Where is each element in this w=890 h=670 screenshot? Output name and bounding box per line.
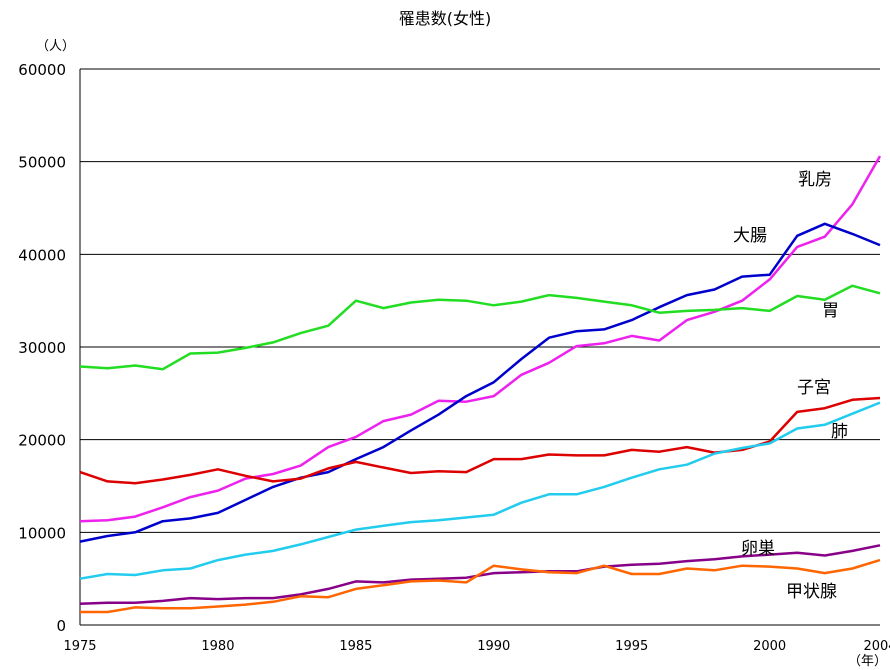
x-tick-labels: 1975 1980 1985 1990 1995 2000 2004	[63, 639, 890, 654]
series-line-4	[79, 401, 881, 580]
y-tick-50000: 50000	[18, 154, 66, 172]
x-unit-label: （年）	[848, 654, 887, 669]
series-line-2	[79, 284, 881, 371]
axes	[79, 69, 880, 626]
series-label-colon: 大腸	[733, 226, 767, 246]
x-tick-1990: 1990	[477, 639, 510, 654]
series-line-1	[79, 222, 881, 543]
x-tick-1985: 1985	[339, 639, 372, 654]
x-tick-2004: 2004	[863, 639, 890, 654]
x-tick-1975: 1975	[63, 639, 96, 654]
series-label-breast: 乳房	[798, 170, 832, 190]
y-tick-0: 0	[56, 617, 66, 635]
chart-title: 罹患数(女性)	[399, 9, 492, 28]
y-tick-60000: 60000	[18, 61, 66, 79]
x-tick-2000: 2000	[753, 639, 786, 654]
series-label-thyroid: 甲状腺	[786, 582, 837, 602]
x-tick-1980: 1980	[201, 639, 234, 654]
y-tick-40000: 40000	[18, 246, 66, 264]
series-line-3	[79, 396, 881, 485]
series-lines	[79, 155, 882, 614]
x-tick-1995: 1995	[615, 639, 648, 654]
series-line-6	[80, 558, 881, 614]
gridlines	[80, 68, 880, 533]
series-label-lung: 肺	[831, 422, 848, 442]
series-labels: 乳房 大腸 胃 子宮 肺 卵巣 甲状腺	[733, 170, 848, 602]
y-tick-20000: 20000	[18, 432, 66, 450]
series-label-ovary: 卵巣	[741, 539, 775, 559]
y-tick-labels: 0 10000 20000 30000 40000 50000 60000	[18, 61, 66, 635]
y-unit-label: （人）	[36, 39, 75, 54]
series-label-uterus: 子宮	[797, 378, 831, 398]
series-line-0	[79, 155, 882, 523]
y-tick-30000: 30000	[18, 339, 66, 357]
y-tick-10000: 10000	[18, 524, 66, 542]
series-label-stomach: 胃	[822, 301, 839, 321]
